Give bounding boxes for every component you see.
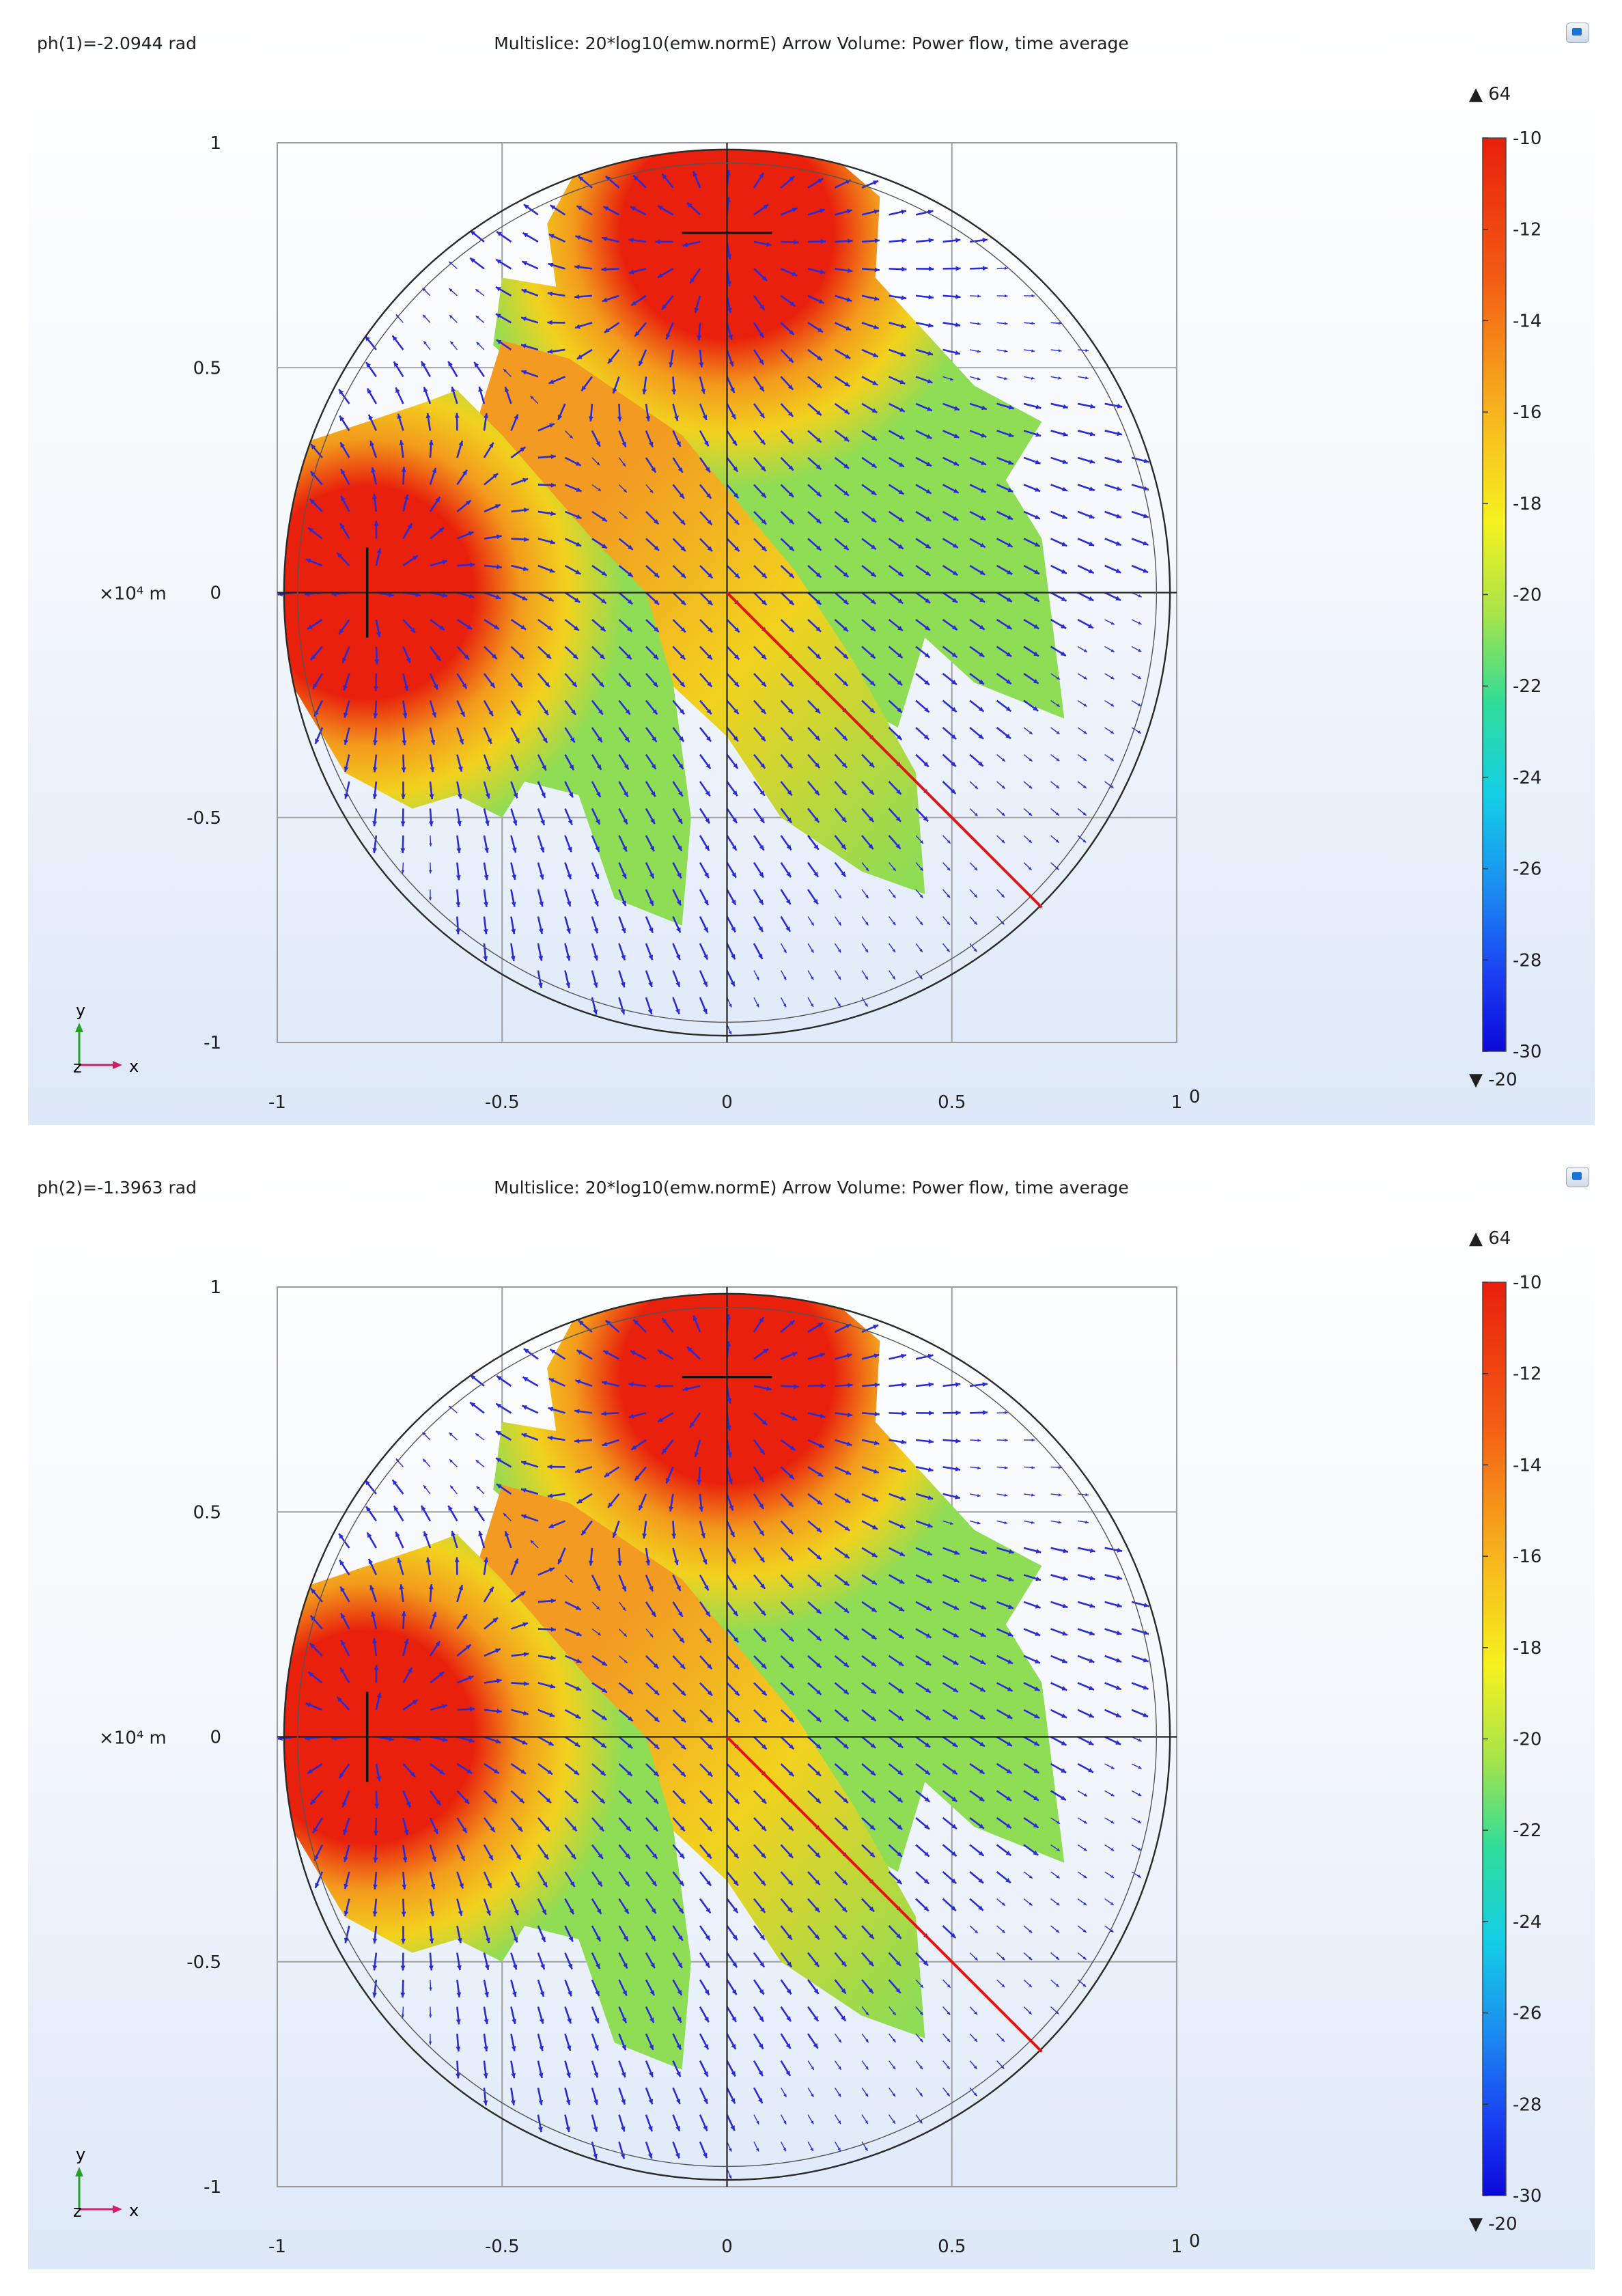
y-tick-label: 0.5 [193,358,221,378]
colorbar-tick-label: -16 [1513,402,1541,423]
chart-svg: -1 -0.5 0 0.5 1 010.50-0.5-1×10⁴ m-10-12-14-1… [73,84,1541,1113]
y-tick-label: 0 [210,583,221,604]
phase-label: ph(1)=-2.0944 rad [37,33,197,53]
colorbar-min-marker: ▼ -20 [1469,2214,1518,2235]
triad-y-label: y [76,2145,85,2164]
field-region-left [283,1534,691,2070]
colorbar-tick-label: -26 [1513,2004,1541,2024]
field-slice [283,149,1065,926]
y-tick-label: 0 [210,1728,221,1748]
field-region-left [283,390,691,926]
colorbar-tick-label: -22 [1513,1821,1541,1841]
colorbar-tick-label: -12 [1513,1364,1541,1385]
x-tick-label: 0.5 [938,1092,966,1113]
power-flow-arrows [277,1314,1149,2179]
y-tick-label: -0.5 [186,808,221,829]
x-tick-label: -1 [268,1092,286,1113]
y-tick-label: -1 [204,2177,221,2198]
colorbar-tick-label: -20 [1513,585,1541,606]
colorbar-max-marker: ▲ 64 [1469,84,1511,105]
colorbar-tick-label: -10 [1513,128,1541,149]
field-region-top [493,1293,1065,1872]
colorbar-min-marker: ▼ -20 [1469,1070,1518,1090]
probe-line [726,592,1043,909]
colorbar-tick-label: -18 [1513,494,1541,514]
x-exponent: 0 [1189,2231,1201,2252]
y-axis-unit: ×10⁴ m [99,1728,167,1749]
probe-line [726,1736,1043,2053]
triad-z-label: z [73,2202,82,2221]
colorbar-tick-label: -10 [1513,1273,1541,1293]
field-slice [283,1293,1065,2070]
phase-label: ph(2)=-1.3963 rad [37,1178,197,1198]
domain-boundary [283,148,1171,1037]
x-tick-label: -0.5 [485,2237,520,2257]
x-tick-label: 0 [721,2237,733,2257]
x-tick-label: 1 [1171,2237,1183,2257]
triad-z-label: z [73,1057,82,1077]
domain-boundary [283,1292,1171,2181]
colorbar-tick-label: -16 [1513,1547,1541,1567]
chart-panel-2: ph(2)=-1.3963 rad Multislice: 20*log10(e… [28,1164,1595,2269]
colorbar-tick-label: -28 [1513,950,1541,971]
x-exponent: 0 [1189,1087,1201,1107]
triad-x-label: x [129,2201,139,2220]
colorbar-tick-label: -26 [1513,859,1541,880]
triad-y-label: y [76,1001,85,1020]
chart-svg: -1 -0.5 0 0.5 1 010.50-0.5-1×10⁴ m-10-12-14-1… [73,1228,1541,2257]
power-flow-arrows [277,169,1149,1035]
y-axis-unit: ×10⁴ m [99,584,167,605]
plot-title: Multislice: 20*log10(emw.normE) Arrow Vo… [494,33,1129,53]
colorbar-tick-label: -14 [1513,311,1541,331]
colorbar-tick-label: -24 [1513,768,1541,788]
colorbar-tick-label: -30 [1513,2186,1541,2207]
colorbar-tick-label: -14 [1513,1455,1541,1476]
y-tick-label: 1 [210,1277,221,1298]
y-tick-label: -1 [204,1033,221,1053]
camera-icon[interactable] [1566,1167,1589,1187]
field-region-top [493,149,1065,728]
colorbar-tick-label: -24 [1513,1912,1541,1933]
chart-panel-1: ph(1)=-2.0944 rad Multislice: 20*log10(e… [28,20,1595,1125]
colorbar-tick-label: -22 [1513,676,1541,697]
x-tick-label: -1 [268,2237,286,2257]
y-tick-label: -0.5 [186,1952,221,1973]
triad-x-label: x [129,1057,139,1076]
y-tick-label: 1 [210,133,221,154]
colorbar-tick-label: -30 [1513,1042,1541,1062]
x-tick-label: 0.5 [938,2237,966,2257]
axes-triad: y x z [73,1001,139,1077]
x-tick-label: 0 [721,1092,733,1113]
pml-boundary [296,1306,1158,2168]
axes-triad: y x z [73,2145,139,2221]
colorbar-tick-label: -12 [1513,220,1541,240]
y-tick-label: 0.5 [193,1502,221,1523]
colorbar-tick-label: -20 [1513,1730,1541,1750]
colorbar-tick-label: -28 [1513,2094,1541,2115]
field-region-beam [479,340,925,894]
plot-title: Multislice: 20*log10(emw.normE) Arrow Vo… [494,1178,1129,1198]
colorbar-max-marker: ▲ 64 [1469,1228,1511,1249]
x-tick-label: -0.5 [485,1092,520,1113]
x-tick-label: 1 [1171,1092,1183,1113]
pml-boundary [296,162,1158,1023]
field-region-beam [479,1484,925,2038]
colorbar-tick-label: -18 [1513,1638,1541,1659]
camera-icon[interactable] [1566,23,1589,43]
